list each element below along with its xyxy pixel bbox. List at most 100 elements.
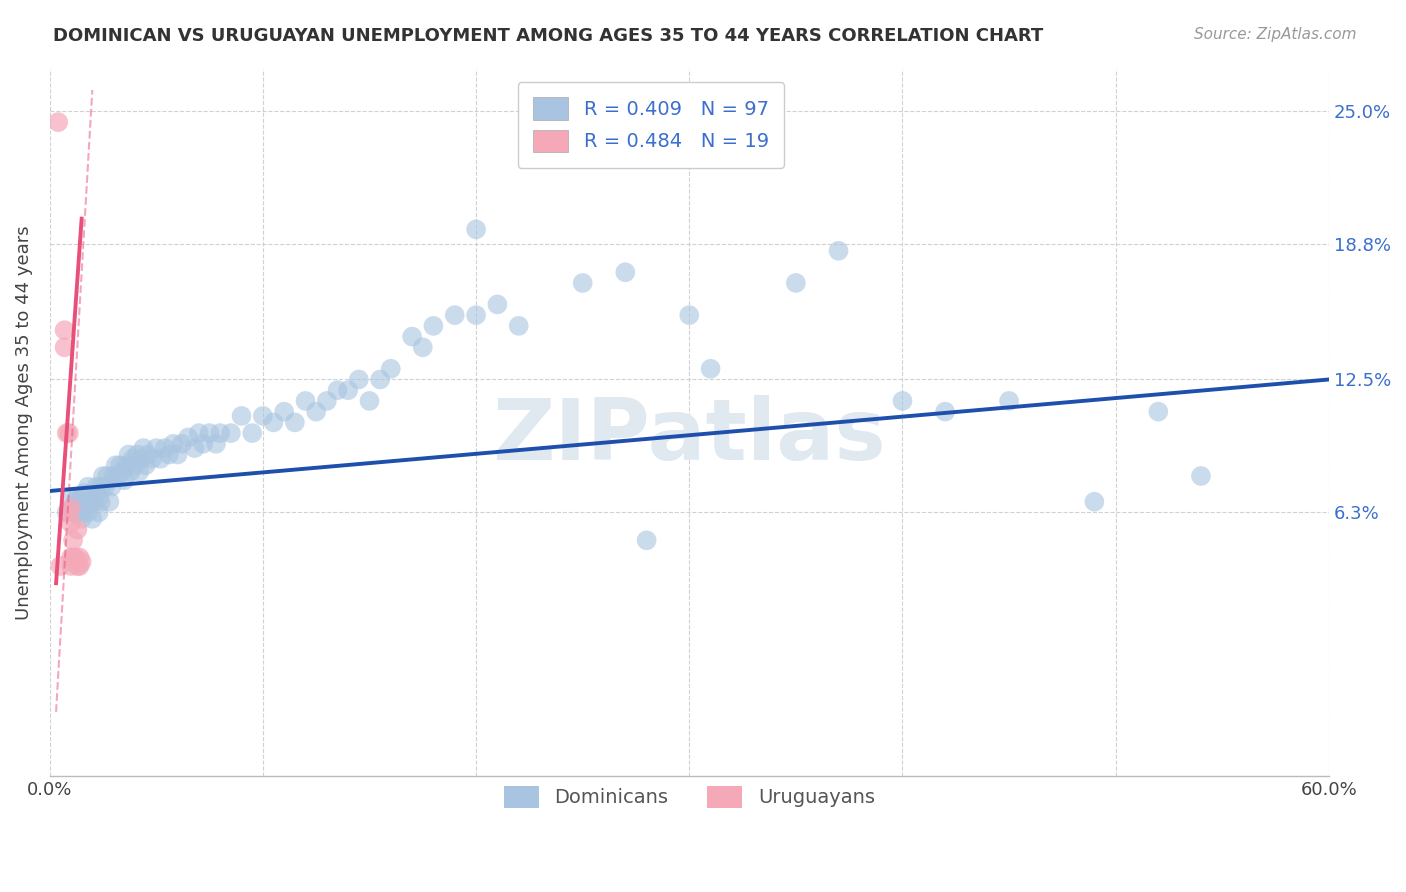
Point [58,426,80,441]
Point [90,494,112,508]
Point [49,559,72,574]
Point [136,448,159,462]
Point [91,469,114,483]
Point [135,458,157,473]
Point [66,523,89,537]
Point [59,501,82,516]
Point [111,465,134,479]
Point [209,426,232,441]
Point [315,393,337,408]
Point [87,505,110,519]
Point [443,308,465,322]
Point [347,372,370,386]
Point [193,437,215,451]
Point [465,222,488,236]
Point [108,458,131,473]
Point [53,323,76,337]
Y-axis label: Unemployment Among Ages 35 to 44 years: Unemployment Among Ages 35 to 44 years [15,225,32,620]
Point [827,244,849,258]
Point [73,505,96,519]
Point [86,480,108,494]
Point [157,448,180,462]
Point [77,480,100,494]
Point [121,451,143,466]
Point [94,480,117,494]
Point [614,265,637,279]
Point [62,505,84,519]
Point [66,559,89,574]
Point [62,550,84,565]
Point [83,494,105,508]
Point [170,437,193,451]
Point [112,473,135,487]
Point [87,491,110,505]
Point [1147,404,1170,418]
Point [1083,494,1105,508]
Point [162,437,184,451]
Point [65,494,87,508]
Point [46,115,69,129]
Point [337,383,360,397]
Point [284,415,307,429]
Text: Source: ZipAtlas.com: Source: ZipAtlas.com [1194,27,1357,42]
Point [699,361,721,376]
Point [183,441,205,455]
Point [252,409,274,423]
Point [166,448,188,462]
Point [219,426,242,441]
Point [120,465,142,479]
Point [65,550,87,565]
Point [75,494,97,508]
Point [571,276,593,290]
Point [486,297,509,311]
Point [59,516,82,530]
Point [115,458,138,473]
Point [66,505,89,519]
Point [124,458,146,473]
Point [59,550,82,565]
Point [636,533,658,548]
Point [117,448,139,462]
Point [1189,469,1212,483]
Point [187,426,209,441]
Point [100,480,122,494]
Point [58,505,80,519]
Point [934,404,956,418]
Point [107,469,129,483]
Point [98,494,121,508]
Point [128,465,150,479]
Point [59,491,82,505]
Point [198,426,221,441]
Point [90,480,112,494]
Point [380,361,402,376]
Point [273,404,295,418]
Point [132,441,155,455]
Point [62,533,84,548]
Point [231,409,253,423]
Point [149,451,172,466]
Point [55,505,77,519]
Point [145,441,167,455]
Point [77,505,100,519]
Point [359,393,381,408]
Text: DOMINICAN VS URUGUAYAN UNEMPLOYMENT AMONG AGES 35 TO 44 YEARS CORRELATION CHART: DOMINICAN VS URUGUAYAN UNEMPLOYMENT AMON… [53,27,1043,45]
Point [508,318,530,333]
Point [55,426,77,441]
Point [70,494,93,508]
Point [240,426,263,441]
Point [69,550,91,565]
Point [412,340,434,354]
Point [70,555,93,569]
Point [82,491,104,505]
Point [96,469,118,483]
Point [422,318,444,333]
Point [998,393,1021,408]
Point [305,404,328,418]
Point [326,383,349,397]
Point [678,308,700,322]
Point [177,430,200,444]
Point [153,441,176,455]
Point [73,486,96,500]
Point [79,494,101,508]
Point [82,512,104,526]
